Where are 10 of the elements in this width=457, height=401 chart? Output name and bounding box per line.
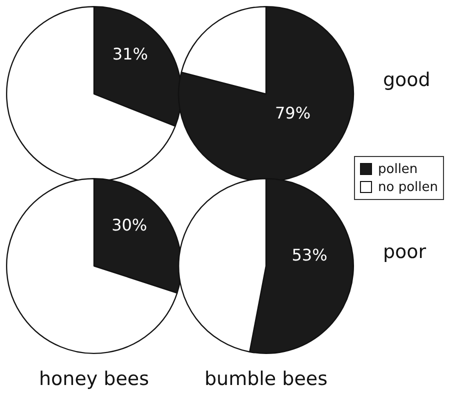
data-label: 30% bbox=[112, 215, 148, 234]
legend-label: pollen bbox=[377, 160, 419, 178]
data-label: 31% bbox=[112, 44, 148, 64]
text: good bbox=[383, 69, 430, 91]
text: honey bees bbox=[38, 368, 150, 390]
legend-label: no pollen bbox=[377, 178, 438, 196]
data-label: 53% bbox=[292, 245, 328, 264]
text: bumble bees bbox=[204, 368, 328, 390]
text: poor bbox=[383, 241, 426, 263]
data-label: 79% bbox=[275, 104, 311, 123]
